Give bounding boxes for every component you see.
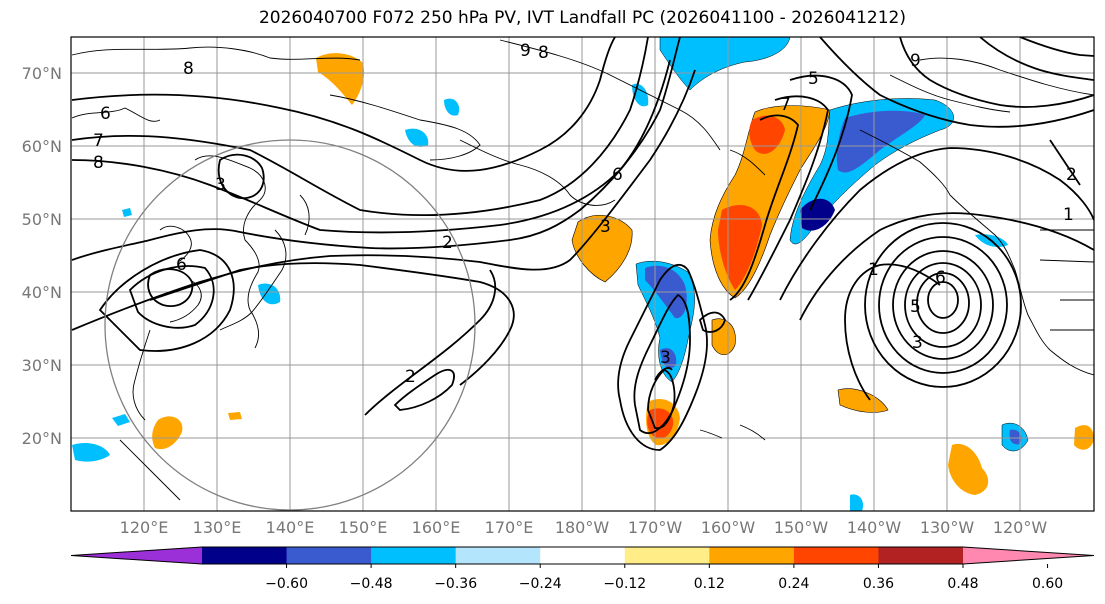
colorbar-tick-label: −0.24 bbox=[519, 576, 562, 592]
longitude-label: 160°E bbox=[412, 518, 461, 537]
contour-label: 1 bbox=[1063, 205, 1074, 225]
contour-label: 7 bbox=[93, 131, 104, 151]
colorbar-extend-low bbox=[71, 547, 202, 564]
latitude-label: 30°N bbox=[22, 356, 62, 375]
longitude-label: 130°W bbox=[920, 518, 975, 537]
latitude-label: 60°N bbox=[22, 137, 62, 156]
latitude-label: 50°N bbox=[22, 210, 62, 229]
contour-label: 2 bbox=[1066, 165, 1077, 185]
contour-label: 7 bbox=[780, 95, 791, 115]
contour-label: 8 bbox=[93, 153, 104, 173]
colorbar-tick-label: 0.12 bbox=[694, 576, 725, 592]
colorbar-bin bbox=[624, 547, 710, 564]
contour-label: 6 bbox=[176, 255, 187, 275]
longitude-label: 140°W bbox=[847, 518, 902, 537]
map-border bbox=[70, 36, 1095, 512]
longitude-label: 170°W bbox=[628, 518, 683, 537]
contour-label-group: 6 7 8 3 6 2 2 3 3 9 8 6 5 7 1 1 5 6 3 2 … bbox=[93, 41, 1077, 387]
contour-label: 8 bbox=[183, 59, 194, 79]
contour-label: 6 bbox=[935, 268, 946, 288]
colorbar-tick-label: 0.36 bbox=[863, 576, 894, 592]
colorbar-bin bbox=[793, 547, 879, 564]
coastlines bbox=[71, 39, 1094, 501]
latitude-axis: 70°N 60°N 50°N 40°N 30°N 20°N bbox=[22, 64, 62, 448]
latitude-label: 70°N bbox=[22, 64, 62, 83]
closed-low-contours bbox=[864, 222, 1022, 388]
colorbar-tick-label: −0.48 bbox=[350, 576, 393, 592]
contour-label: 3 bbox=[660, 348, 671, 368]
longitude-axis: 120°E 130°E 140°E 150°E 160°E 170°E 180°… bbox=[120, 518, 1048, 537]
map-title: 2026040700 F072 250 hPa PV, IVT Landfall… bbox=[258, 8, 906, 28]
longitude-label: 150°W bbox=[774, 518, 829, 537]
contour-label: 3 bbox=[600, 217, 611, 237]
colorbar-bin bbox=[878, 547, 964, 564]
longitude-label: 130°E bbox=[193, 518, 242, 537]
contour-label: 6 bbox=[612, 165, 623, 185]
colorbar-tick-label: −0.12 bbox=[603, 576, 646, 592]
contour-label: 2 bbox=[405, 367, 416, 387]
longitude-label: 120°E bbox=[120, 518, 169, 537]
contour-label: 3 bbox=[912, 333, 923, 353]
colorbar-tick-label: −0.36 bbox=[434, 576, 477, 592]
contour-label: 3 bbox=[215, 175, 226, 195]
longitude-label: 160°W bbox=[701, 518, 756, 537]
colorbar-bin bbox=[286, 547, 372, 564]
contour-label: 5 bbox=[808, 69, 819, 89]
contour-label: 8 bbox=[538, 43, 549, 63]
latitude-label: 40°N bbox=[22, 283, 62, 302]
colorbar: −0.60 −0.48 −0.36 −0.24 −0.12 0.12 0.24 0.36 0.4… bbox=[70, 546, 1095, 592]
colorbar-bin bbox=[202, 547, 288, 564]
colorbar-extend-high bbox=[963, 547, 1094, 564]
colorbar-tick-label: 0.48 bbox=[947, 576, 978, 592]
pv-contours bbox=[71, 37, 1094, 451]
longitude-label: 120°W bbox=[993, 518, 1048, 537]
landfall-radius-circle bbox=[104, 139, 476, 511]
colorbar-bin bbox=[540, 547, 626, 564]
colorbar-tick-label: 0.60 bbox=[1032, 576, 1063, 592]
colorbar-bin bbox=[371, 547, 457, 564]
colorbar-bin bbox=[455, 547, 541, 564]
longitude-label: 140°E bbox=[266, 518, 315, 537]
contour-label: 6 bbox=[100, 104, 111, 124]
contour-label: 2 bbox=[442, 233, 453, 253]
colorbar-tick-label: −0.60 bbox=[265, 576, 308, 592]
contour-label: 9 bbox=[910, 51, 921, 71]
colorbar-bin bbox=[709, 547, 795, 564]
longitude-label: 170°E bbox=[485, 518, 534, 537]
colorbar-tick-label: 0.24 bbox=[778, 576, 809, 592]
contour-label: 5 bbox=[910, 297, 921, 317]
colorbar-outline bbox=[70, 546, 1095, 565]
longitude-label: 180°W bbox=[555, 518, 610, 537]
contour-label: 1 bbox=[868, 260, 879, 280]
latitude-label: 20°N bbox=[22, 429, 62, 448]
longitude-label: 150°E bbox=[339, 518, 388, 537]
contour-label: 9 bbox=[520, 41, 531, 61]
